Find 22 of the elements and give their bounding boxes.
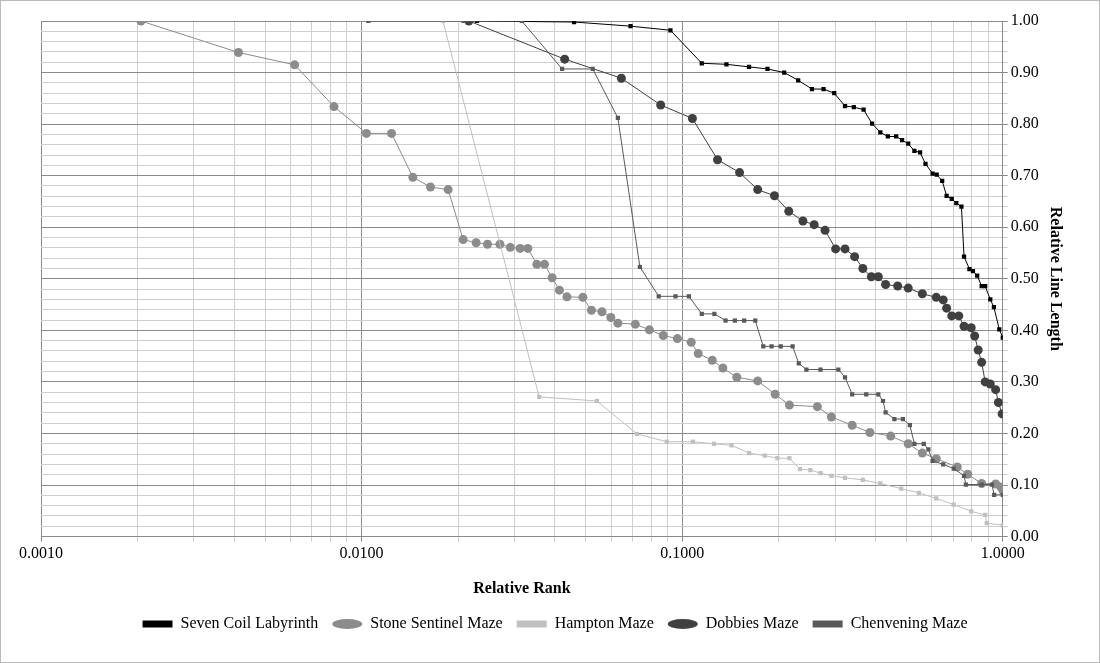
legend-label: Hampton Maze (554, 614, 654, 633)
y-tick-label: 0.70 (1010, 165, 1039, 183)
y-tick-label: 1.00 (1010, 11, 1039, 29)
legend-label: Chenvening Maze (850, 614, 968, 633)
x-tick-label: 0.1000 (660, 544, 705, 562)
y-tick-label: 0.50 (1010, 269, 1039, 286)
x-tick-label: 1.0000 (980, 544, 1025, 562)
legend-label: Seven Coil Labyrinth (180, 614, 319, 633)
y-axis-title: Relative Line Length (1047, 206, 1066, 351)
y-tick-label: 0.30 (1010, 372, 1039, 390)
y-tick-label: 0.20 (1010, 423, 1039, 441)
y-tick-label: 0.10 (1010, 475, 1039, 493)
legend-label: Stone Sentinel Maze (370, 614, 503, 632)
y-tick-label: 0.60 (1010, 217, 1039, 235)
legend-label: Dobbies Maze (705, 614, 799, 632)
x-axis-title: Relative Rank (473, 578, 571, 596)
x-tick-label: 0.0100 (339, 544, 384, 562)
y-tick-label: 0.80 (1010, 114, 1039, 132)
y-tick-label: 0.40 (1010, 320, 1039, 338)
x-tick-label: 0.0010 (19, 544, 63, 562)
y-tick-label: 0.90 (1010, 62, 1039, 80)
y-tick-label: 0.00 (1010, 526, 1039, 544)
